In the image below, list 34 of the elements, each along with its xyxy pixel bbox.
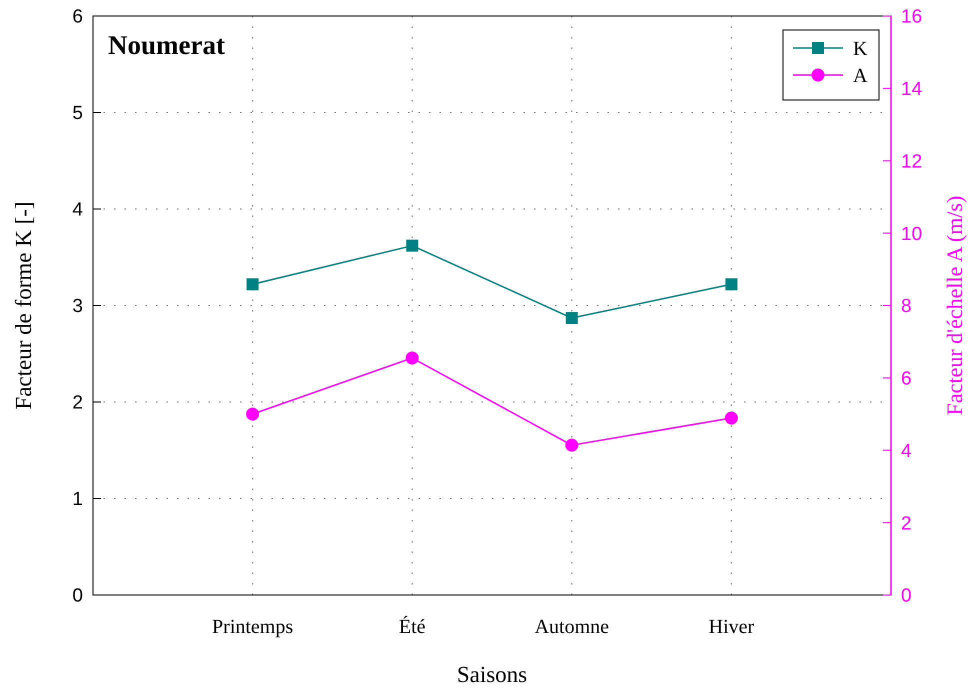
y-tick-label: 5	[72, 103, 83, 124]
y-tick-label: 2	[72, 392, 83, 414]
x-tick-label: Été	[398, 615, 426, 638]
point	[246, 408, 260, 421]
y2-tick-label: 10	[901, 224, 922, 245]
point	[566, 312, 578, 324]
x-tick-label: Automne	[534, 616, 610, 638]
y-tick-label: 0	[72, 586, 83, 607]
x-tick-label: Printemps	[212, 616, 294, 638]
y2-tick-label: 8	[901, 296, 912, 318]
y-tick-label: 6	[72, 6, 83, 28]
y-tick-label: 1	[72, 489, 83, 510]
y2-tick-label: 12	[901, 151, 922, 172]
y2-tick-label: 4	[901, 440, 912, 462]
y2-axis-title: Facteur d'échelle A (m/s)	[942, 196, 967, 416]
legend-label: K	[853, 38, 868, 60]
point	[724, 412, 738, 425]
point	[565, 438, 578, 452]
y2-tick-label: 6	[901, 368, 912, 390]
y2-tick-label: 16	[901, 6, 922, 28]
x-tick-label: Hiver	[708, 616, 755, 638]
y2-tick-label: 2	[901, 513, 912, 534]
x-axis-title: Saisons	[456, 662, 528, 687]
text: Noumerat	[108, 30, 225, 60]
y-tick-label: 3	[72, 296, 83, 318]
point	[246, 278, 259, 290]
point	[406, 351, 419, 364]
y2-tick-label: 0	[901, 586, 912, 607]
point	[725, 278, 738, 290]
legend-label: A	[853, 65, 868, 87]
y2-tick-label: 14	[901, 79, 923, 100]
y-axis-title: Facteur de forme K [-]	[11, 201, 36, 410]
y-tick-label: 4	[72, 200, 84, 221]
point	[406, 240, 418, 252]
